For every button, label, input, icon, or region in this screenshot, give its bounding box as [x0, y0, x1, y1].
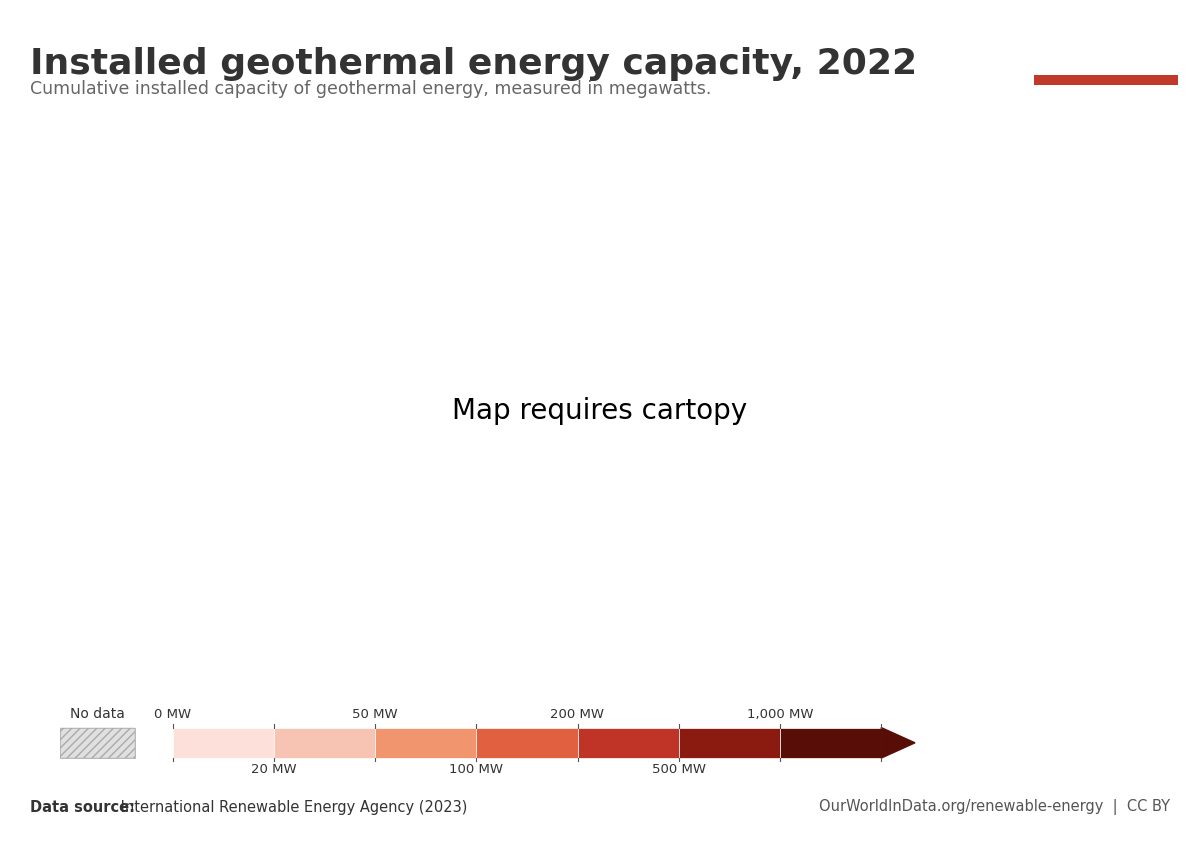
Bar [173, 728, 274, 758]
Text: No data: No data [70, 706, 125, 721]
Bar [374, 728, 476, 758]
Bar [577, 728, 679, 758]
Bar [1034, 75, 1178, 85]
Text: 50 MW: 50 MW [352, 708, 398, 721]
Bar [780, 728, 881, 758]
Text: International Renewable Energy Agency (2023): International Renewable Energy Agency (2… [116, 800, 468, 815]
Bar [60, 728, 134, 758]
Polygon shape [881, 728, 916, 758]
Text: 0 MW: 0 MW [154, 708, 191, 721]
Text: Data source:: Data source: [30, 800, 134, 815]
Text: Cumulative installed capacity of geothermal energy, measured in megawatts.: Cumulative installed capacity of geother… [30, 80, 712, 98]
Bar [679, 728, 780, 758]
Text: Our World: Our World [1061, 34, 1152, 49]
Text: 500 MW: 500 MW [652, 763, 706, 776]
Text: 1,000 MW: 1,000 MW [746, 708, 814, 721]
Text: 100 MW: 100 MW [449, 763, 503, 776]
Bar [274, 728, 374, 758]
Text: 20 MW: 20 MW [251, 763, 296, 776]
Text: 200 MW: 200 MW [551, 708, 605, 721]
Bar [60, 728, 134, 758]
Text: Map requires cartopy: Map requires cartopy [452, 396, 748, 425]
Text: in Data: in Data [1074, 54, 1139, 69]
Text: Installed geothermal energy capacity, 2022: Installed geothermal energy capacity, 20… [30, 47, 917, 80]
Bar [476, 728, 577, 758]
Text: OurWorldInData.org/renewable-energy  |  CC BY: OurWorldInData.org/renewable-energy | CC… [818, 799, 1170, 815]
